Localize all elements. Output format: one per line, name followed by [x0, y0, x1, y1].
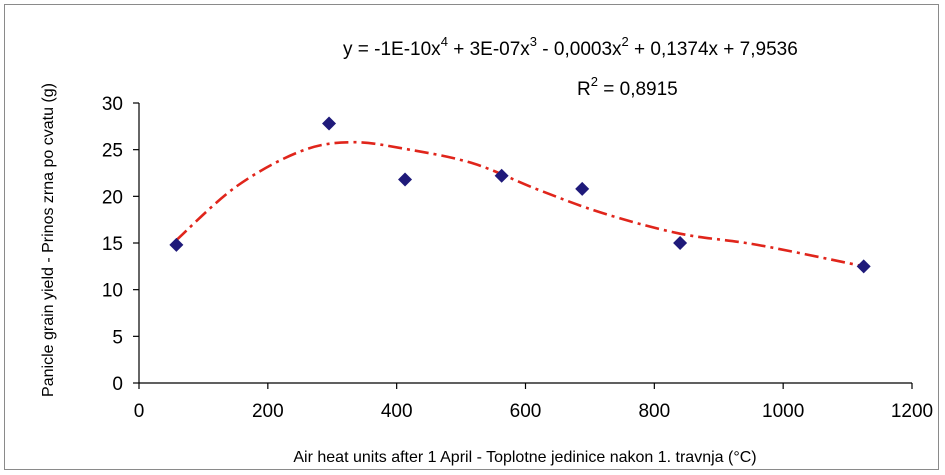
axes	[133, 102, 913, 389]
y-axis-title: Panicle grain yield - Prinos zrna po cva…	[40, 83, 57, 397]
data-point-marker	[673, 236, 688, 250]
equation-part-4: + 0,1374x + 7,9536	[629, 39, 798, 60]
data-point-marker	[494, 168, 509, 183]
data-point-marker	[322, 116, 337, 131]
data-point-marker	[856, 259, 871, 274]
equation-exp-2: 3	[530, 34, 537, 49]
trendline-equation: y = -1E-10x4 + 3E-07x3 - 0,0003x2 + 0,13…	[343, 34, 798, 60]
y-tick-label: 10	[102, 281, 123, 302]
trendline-layer	[175, 140, 864, 268]
chart-frame	[4, 4, 939, 470]
y-tick-label: 25	[102, 141, 123, 162]
y-tick-label: 15	[102, 234, 123, 255]
x-tick-label: 800	[638, 401, 670, 422]
tick-labels: 0 5 10 15 20 25 30 0 200 400 600 800 1000 1200	[102, 94, 933, 422]
x-tick-label: 0	[134, 401, 145, 422]
equation-part-2: + 3E-07x	[448, 39, 530, 60]
x-tick-label: 1000	[762, 401, 804, 422]
r-squared-exp: 2	[591, 74, 598, 89]
r-squared-label: R2 = 0,8915	[577, 74, 678, 100]
equation-part-1: y = -1E-10x	[343, 39, 441, 60]
equation-exp-1: 4	[441, 34, 448, 49]
data-points	[169, 116, 871, 274]
x-tick-label: 1200	[891, 401, 933, 422]
y-tick-label: 20	[102, 187, 123, 208]
x-tick-label: 600	[510, 401, 542, 422]
y-tick-label: 0	[112, 374, 123, 395]
x-axis-title: Air heat units after 1 April - Toplotne …	[293, 449, 756, 466]
y-tick-label: 5	[112, 327, 123, 348]
x-tick-label: 400	[381, 401, 413, 422]
x-tick-label: 200	[252, 401, 284, 422]
equation-part-3: - 0,0003x	[537, 39, 622, 60]
data-point-marker	[169, 237, 184, 252]
y-tick-label: 30	[102, 94, 123, 115]
polynomial-trendline	[175, 140, 864, 268]
r-squared-prefix: R	[577, 79, 591, 100]
data-point-marker	[398, 172, 413, 187]
r-squared-value: = 0,8915	[598, 79, 678, 100]
data-point-marker	[575, 181, 590, 196]
equation-exp-3: 2	[622, 34, 629, 49]
